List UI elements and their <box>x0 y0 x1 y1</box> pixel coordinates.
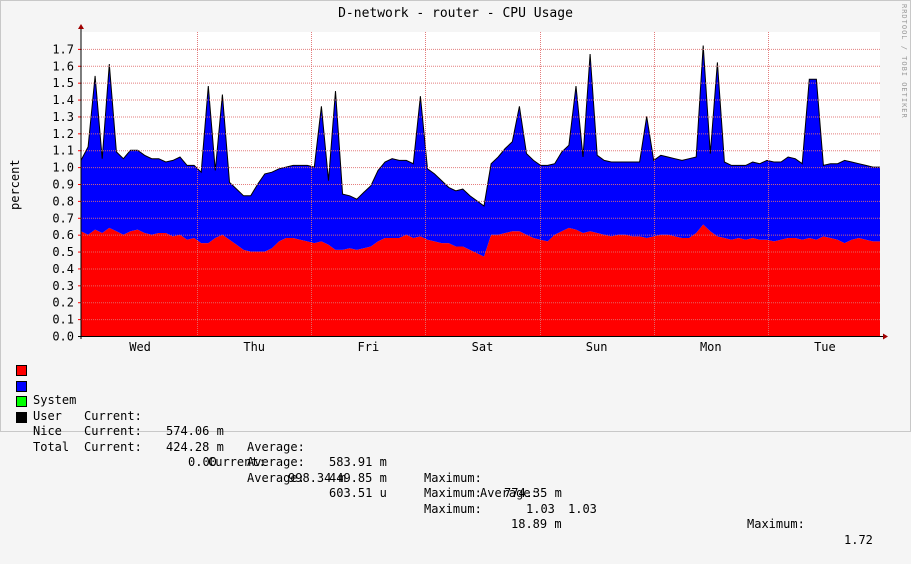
y-tick-label: 1.7 <box>52 42 74 56</box>
maximum-value: 1.03 <box>526 501 555 516</box>
average-value: 603.51 u <box>329 486 387 500</box>
x-tick-label: Mon <box>700 340 722 354</box>
system-swatch <box>16 365 27 376</box>
y-tick-label: 0.8 <box>52 194 74 208</box>
cpu-usage-plot: 0.0 0.1 0.2 0.3 0.4 0.5 0.6 0.7 0.8 0.9 1.0 1.1 1.2 1… <box>52 24 888 354</box>
y-tick-label: 1.2 <box>52 127 74 141</box>
x-axis-arrow <box>883 333 888 340</box>
average-label: Average: <box>480 486 538 500</box>
y-tick-label: 1.5 <box>52 76 74 90</box>
legend-row-total: Total Current: 998.34 m Average: 1.03 Ma… <box>16 409 896 547</box>
legend-name: Total <box>33 439 70 454</box>
legend: System Current: 574.06 m Average: 583.91… <box>16 362 896 547</box>
maximum-label: Maximum: <box>424 470 482 485</box>
x-tick-label: Sun <box>586 340 608 354</box>
average-value: 583.91 m <box>329 455 387 469</box>
maximum-value: 1.72 <box>844 532 873 547</box>
total-line <box>80 45 880 207</box>
system-area <box>81 224 880 336</box>
y-tick-label: 1.4 <box>52 93 74 107</box>
total-swatch <box>16 411 27 423</box>
y-tick-label: 1.6 <box>52 59 74 73</box>
current-label: Current: <box>84 439 142 454</box>
current-value: 998.34 m <box>288 470 346 485</box>
maximum-label: Maximum: <box>424 486 482 500</box>
x-tick-label: Fri <box>358 340 380 354</box>
nice-swatch <box>16 396 27 407</box>
user-swatch <box>16 380 27 392</box>
y-tick-label: 0.7 <box>52 211 74 225</box>
y-tick-label: 1.1 <box>52 144 74 158</box>
average-label: Average: <box>247 439 305 454</box>
y-tick-label: 0.0 <box>52 330 74 344</box>
y-tick-label: 1.0 <box>52 161 74 175</box>
x-tick-label: Thu <box>243 340 265 354</box>
x-tick-label: Sat <box>472 340 494 354</box>
rrdtool-watermark: RRDTOOL / TOBI OETIKER <box>900 4 908 119</box>
legend-name: User <box>33 408 62 423</box>
maximum-label: Maximum: <box>424 501 482 516</box>
x-tick-label: Tue <box>814 340 836 354</box>
legend-name: System <box>33 393 77 407</box>
y-tick-label: 0.9 <box>52 178 74 192</box>
x-tick-label: Wed <box>129 340 151 354</box>
maximum-label: Maximum: <box>747 517 805 531</box>
y-axis-arrow <box>78 24 84 29</box>
y-tick-label: 0.4 <box>52 262 74 276</box>
y-tick-label: 0.6 <box>52 228 74 242</box>
current-label: Current: <box>84 408 142 423</box>
current-value: 424.28 m <box>166 439 224 454</box>
y-tick-label: 0.5 <box>52 245 74 259</box>
legend-row-nice: Nice Current: 0.00 Average: 603.51 u Max… <box>16 393 896 531</box>
chart-title: D-network - router - CPU Usage <box>338 6 573 21</box>
average-value: 1.03 <box>568 501 597 516</box>
y-tick-label: 0.1 <box>52 313 74 327</box>
y-tick-label: 0.3 <box>52 279 74 293</box>
y-tick-label: 1.3 <box>52 110 74 124</box>
current-label: Current: <box>208 455 266 469</box>
legend-row-user: User Current: 424.28 m Average: 449.85 m… <box>16 378 896 516</box>
legend-row-system: System Current: 574.06 m Average: 583.91… <box>16 362 896 500</box>
maximum-value: 18.89 m <box>511 517 562 531</box>
user-area <box>81 45 880 257</box>
y-tick-label: 0.2 <box>52 296 74 310</box>
